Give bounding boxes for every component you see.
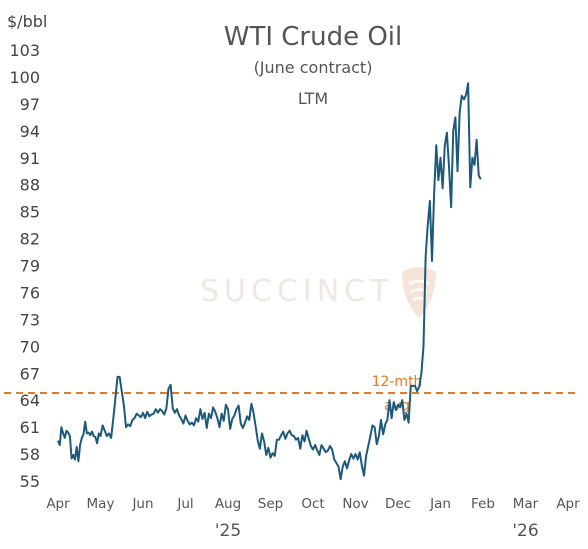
x-tick-label: Apr — [556, 496, 580, 512]
y-tick-label: 61 — [20, 418, 40, 437]
y-tick-label: 85 — [20, 203, 40, 222]
y-tick-label: 97 — [20, 95, 40, 114]
x-tick-label: Jan — [429, 496, 451, 512]
chart-subtitle: (June contract) — [254, 58, 373, 77]
y-tick-label: 58 — [20, 445, 40, 464]
y-tick-label: 55 — [20, 472, 40, 491]
y-axis-unit: $/bbl — [7, 12, 47, 31]
x-tick-label: Aug — [215, 496, 241, 512]
chart-title: WTI Crude Oil — [224, 22, 403, 52]
price-series-line — [57, 82, 482, 481]
y-tick-label: 76 — [20, 283, 40, 302]
y-tick-label: 70 — [20, 337, 40, 356]
x-tick-label: Jul — [176, 496, 193, 512]
x-tick-label: Apr — [46, 496, 70, 512]
y-tick-label: 67 — [20, 364, 40, 383]
y-tick-label: 103 — [9, 41, 40, 60]
y-tick-label: 79 — [20, 257, 40, 276]
chart-period: LTM — [298, 89, 328, 108]
average-label-line-1: 12-mth — [372, 374, 423, 390]
x-axis-years: '25 '26 — [215, 521, 539, 541]
y-tick-label: 82 — [20, 230, 40, 249]
y-tick-label: 100 — [9, 68, 40, 87]
year-label: '25 — [215, 521, 241, 541]
x-tick-label: Jun — [131, 496, 153, 512]
watermark-logo: SUCCINCT — [200, 267, 436, 318]
x-tick-label: Sep — [258, 496, 283, 512]
y-tick-label: 88 — [20, 176, 40, 195]
x-tick-label: May — [87, 496, 115, 512]
y-axis-ticks: 55 58 61 64 67 70 73 76 79 82 85 88 91 94 97 100 103 — [9, 41, 40, 491]
y-tick-label: 64 — [20, 391, 40, 410]
y-tick-label: 94 — [20, 122, 40, 141]
watermark-text: SUCCINCT — [200, 274, 393, 309]
y-tick-label: 73 — [20, 310, 40, 329]
x-tick-label: Mar — [513, 496, 539, 512]
x-axis-ticks: Apr May Jun Jul Aug Sep Oct Nov Dec Jan Feb Mar Apr — [46, 496, 580, 512]
x-tick-label: Feb — [471, 496, 495, 512]
x-tick-label: Oct — [301, 496, 324, 512]
x-tick-label: Dec — [385, 496, 411, 512]
y-tick-label: 91 — [20, 149, 40, 168]
x-tick-label: Nov — [342, 496, 368, 512]
year-label: '26 — [512, 521, 538, 541]
watermark-icon — [402, 267, 436, 318]
